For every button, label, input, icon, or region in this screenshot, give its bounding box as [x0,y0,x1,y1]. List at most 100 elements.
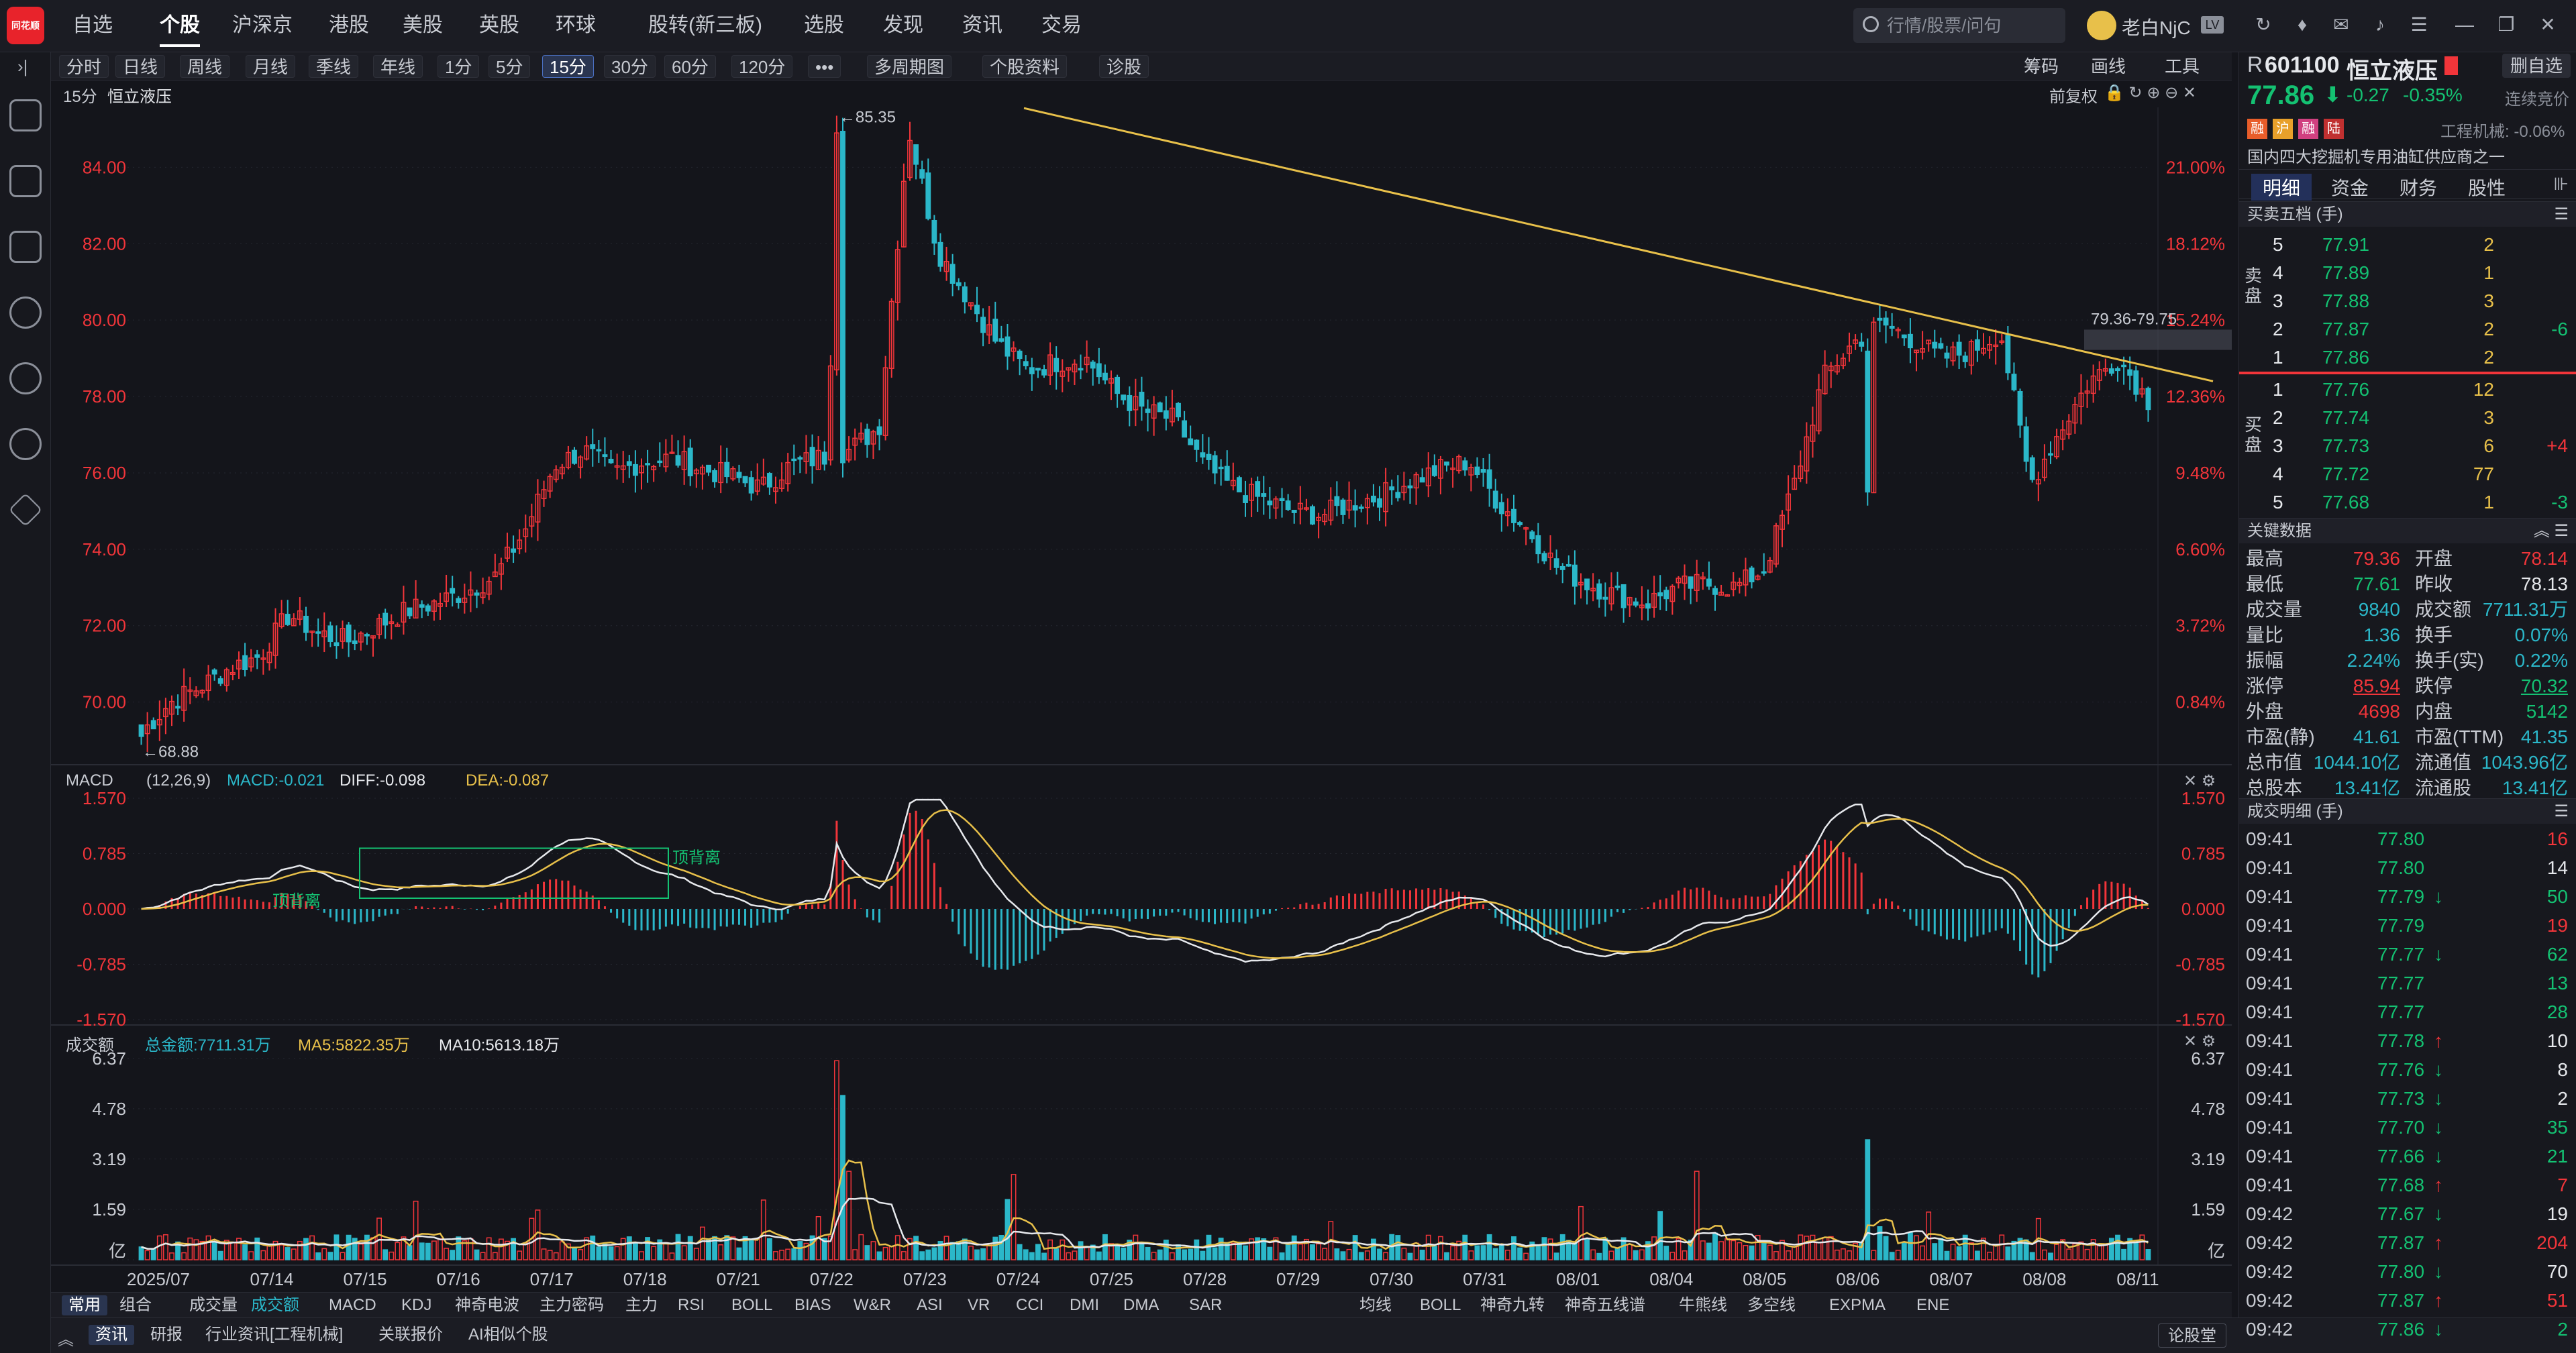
search-input[interactable]: 行情/股票/问句 [1853,8,2065,43]
macd-pane-close-icon[interactable]: ✕ ⚙ [2183,772,2216,790]
nav-tab-1[interactable]: 个股 [160,11,200,47]
fq-button[interactable]: 前复权 [2049,88,2098,106]
menu-icon[interactable]: ☰ [2554,802,2569,820]
period-button-8[interactable]: 15分 [542,55,594,78]
indicator-tab-3[interactable]: 成交额 [251,1296,299,1314]
nav-tab-3[interactable]: 港股 [329,14,369,36]
period-button-9[interactable]: 30分 [604,55,656,78]
overlay-tab-0[interactable]: 均线 [1359,1296,1392,1314]
username[interactable]: 老白NjC [2122,17,2191,38]
indicator-tab-13[interactable]: ASI [917,1296,943,1314]
avatar[interactable] [2087,11,2116,40]
compass-icon[interactable] [9,296,42,329]
message-icon[interactable]: ✉ [2333,14,2349,35]
sell-order-row[interactable]: 1 77.86 2 [2239,345,2576,370]
indicator-tab-1[interactable]: 组合 [119,1296,152,1314]
sell-order-row[interactable]: 5 77.91 2 [2239,232,2576,258]
period-button-13[interactable]: 多周期图 [867,55,952,78]
refresh-icon[interactable]: ↻ [2255,14,2271,35]
close-icon[interactable]: ✕ [2540,14,2556,35]
amount-pane-close-icon[interactable]: ✕ ⚙ [2183,1032,2216,1050]
period-button-6[interactable]: 1分 [437,55,480,78]
overlay-tab-4[interactable]: 牛熊线 [1679,1296,1727,1314]
sector-label[interactable]: 工程机械: -0.06% [2440,118,2565,142]
overlay-tab-6[interactable]: EXPMA [1829,1296,1886,1314]
nav-tab-6[interactable]: 环球 [556,14,596,36]
diamond-icon[interactable] [8,492,43,527]
indicator-tab-6[interactable]: 神奇电波 [455,1296,519,1314]
overlay-tab-7[interactable]: ENE [1916,1296,1950,1314]
remove-watchlist-button[interactable]: 删自选 [2502,54,2571,78]
trendline[interactable] [1023,107,2214,382]
buy-order-row[interactable]: 4 77.72 77 [2239,462,2576,487]
indicator-tab-14[interactable]: VR [968,1296,990,1314]
indicator-tab-10[interactable]: BOLL [731,1296,773,1314]
nav-tab-5[interactable]: 英股 [479,14,519,36]
nav-tab-10[interactable]: 资讯 [962,14,1002,36]
indicator-tab-17[interactable]: DMA [1123,1296,1160,1314]
overlay-tab-5[interactable]: 多空线 [1747,1296,1796,1314]
range-box[interactable] [2084,329,2232,350]
panel-tab-0[interactable]: 明细 [2251,174,2312,201]
tool-button-1[interactable]: 画线 [2091,56,2126,76]
indicator-tab-4[interactable]: MACD [329,1296,376,1314]
period-button-7[interactable]: 5分 [488,55,531,78]
menu-icon[interactable]: ☰ [2410,14,2428,35]
nav-tab-9[interactable]: 发现 [883,14,923,36]
bookmark-icon[interactable] [2444,56,2458,75]
buy-order-row[interactable]: 1 77.76 12 [2239,377,2576,402]
app-logo[interactable]: 同花顺 [7,7,44,44]
minimize-icon[interactable]: — [2455,14,2474,35]
overlay-tab-3[interactable]: 神奇五线谱 [1565,1296,1645,1314]
period-button-4[interactable]: 季线 [309,55,359,78]
chat-icon[interactable] [9,362,42,394]
period-button-10[interactable]: 60分 [664,55,716,78]
period-button-2[interactable]: 周线 [180,55,230,78]
restore-icon[interactable]: ❐ [2497,14,2515,35]
link-icon[interactable] [9,428,42,460]
nav-tab-4[interactable]: 美股 [403,14,443,36]
indicator-tab-9[interactable]: RSI [678,1296,705,1314]
macd-title[interactable]: MACD [66,771,113,790]
amount-title[interactable]: 成交额 [66,1036,114,1054]
luntang-button[interactable]: 论股堂 [2158,1323,2226,1348]
indicator-tab-15[interactable]: CCI [1016,1296,1044,1314]
period-button-3[interactable]: 月线 [246,55,296,78]
period-button-14[interactable]: 个股资料 [982,55,1068,78]
chart-svg[interactable]: 84.00 21.00% 82.00 18.12% 80.00 15.24% 78.00 12… [51,80,2232,1313]
expand-sidebar-icon[interactable]: ›| [17,56,28,76]
collapse-icon[interactable]: ︽ [58,1331,74,1349]
indicator-tab-2[interactable]: 成交量 [189,1296,238,1314]
panel-tab-2[interactable]: 财务 [2399,178,2437,199]
sell-order-row[interactable]: 3 77.88 3 [2239,288,2576,314]
overlay-tab-1[interactable]: BOLL [1420,1296,1461,1314]
news-tab-2[interactable]: 行业资讯[工程机械] [205,1325,344,1344]
pane-tools-icon[interactable]: 🔒 ↻ ⊕ ⊖ ✕ [2104,84,2196,102]
buy-order-row[interactable]: 5 77.68 1 -3 [2239,490,2576,515]
period-button-11[interactable]: 120分 [731,55,793,78]
news-tab-4[interactable]: AI相似个股 [468,1325,548,1344]
overlay-tab-2[interactable]: 神奇九转 [1480,1296,1545,1314]
panel-tab-3[interactable]: 股性 [2467,178,2506,199]
indicator-tab-12[interactable]: W&R [854,1296,891,1314]
period-button-0[interactable]: 分时 [59,55,109,78]
nav-tab-11[interactable]: 交易 [1041,14,1082,36]
collapse-icon[interactable]: ︽ ☰ [2533,522,2569,540]
sell-order-row[interactable]: 2 77.87 2 -6 [2239,317,2576,342]
indicator-tab-7[interactable]: 主力密码 [539,1296,604,1314]
document-icon[interactable] [9,231,42,263]
news-tab-3[interactable]: 关联报价 [378,1325,443,1344]
shirt-icon[interactable]: ♦ [2297,14,2308,35]
menu-icon[interactable]: ☰ [2554,205,2569,223]
indicator-tab-18[interactable]: SAR [1189,1296,1223,1314]
period-button-5[interactable]: 年线 [373,55,423,78]
nav-tab-0[interactable]: 自选 [72,14,113,36]
bell-icon[interactable]: ♪ [2375,14,2385,35]
sell-order-row[interactable]: 4 77.89 1 [2239,260,2576,286]
tool-button-2[interactable]: 工具 [2165,56,2200,76]
indicator-tab-16[interactable]: DMI [1070,1296,1099,1314]
nav-tab-8[interactable]: 选股 [804,14,844,36]
chart-icon[interactable] [9,165,42,197]
period-button-15[interactable]: 诊股 [1099,55,1149,78]
tool-button-0[interactable]: 筹码 [2024,56,2059,76]
